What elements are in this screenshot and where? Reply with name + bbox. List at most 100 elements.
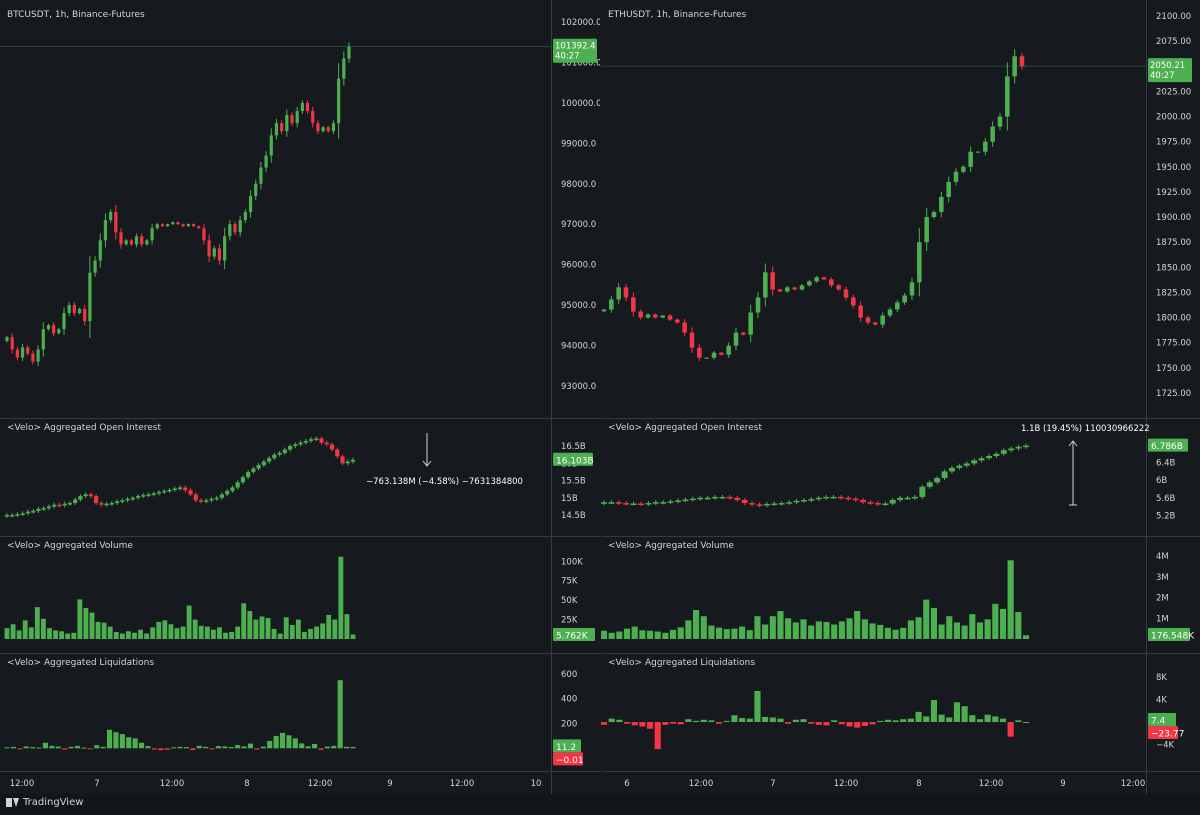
btc-volume-bar xyxy=(28,627,34,639)
btc-volume-bar xyxy=(338,556,344,639)
eth-time-tick: 6 xyxy=(624,779,629,789)
eth-volume-last-bg xyxy=(1148,628,1190,641)
btc-oi-last: 16.103B xyxy=(556,456,594,466)
btc-liq-title: <Velo> Aggregated Liquidations xyxy=(7,658,154,668)
eth-liq-bar xyxy=(907,718,914,723)
eth-candle xyxy=(689,332,695,348)
eth-volume-bar xyxy=(608,632,615,639)
btc-oi-candle xyxy=(151,493,156,495)
eth-time-tick: 8 xyxy=(916,779,921,789)
btc-volume-bar xyxy=(332,619,338,639)
btc-candle xyxy=(238,220,242,233)
eth-candle xyxy=(785,287,790,292)
eth-liq-bar xyxy=(869,722,876,725)
btc-volume-bar xyxy=(156,621,162,639)
eth-oi-tick: 6.4B xyxy=(1156,459,1176,469)
eth-oi-candle xyxy=(697,497,704,500)
eth-liq-bar xyxy=(854,722,861,728)
btc-oi-candle xyxy=(287,446,293,450)
eth-chart[interactable]: ETHUSDT, 1h, Binance-Futures 2100.00 2075.… xyxy=(601,0,1200,794)
btc-oi-candle xyxy=(156,491,162,494)
eth-volume-bar xyxy=(792,622,799,639)
eth-oi-candle xyxy=(926,482,933,487)
eth-oi-candle xyxy=(638,503,644,506)
btc-liq-bar xyxy=(292,738,298,749)
btc-price-tick: 95000.0 xyxy=(561,301,596,311)
btc-candle xyxy=(93,260,97,273)
btc-oi-candle xyxy=(188,490,193,495)
btc-volume-bar xyxy=(265,618,271,639)
eth-oi-candle xyxy=(919,486,926,497)
btc-volume-bar xyxy=(16,630,22,639)
eth-liq-tick: 4K xyxy=(1156,695,1167,705)
btc-oi-candle xyxy=(109,503,114,505)
btc-oi-candle xyxy=(99,503,104,505)
btc-time-tick: 7 xyxy=(94,779,99,789)
btc-candle xyxy=(228,224,232,237)
eth-oi-candle xyxy=(608,502,615,504)
eth-candle xyxy=(887,309,893,316)
eth-oi-candle xyxy=(874,503,881,505)
eth-liq-bar xyxy=(846,722,853,727)
btc-oi-candle xyxy=(240,477,246,483)
btc-volume-tick: 75K xyxy=(561,577,578,587)
btc-oi-candle xyxy=(251,468,256,472)
btc-oi-candle xyxy=(267,458,272,462)
btc-oi-candle xyxy=(146,494,151,496)
btc-oi-candle xyxy=(104,503,109,506)
tradingview-logo[interactable]: TradingView xyxy=(6,797,83,808)
btc-liq-bar xyxy=(132,738,138,749)
eth-liq-bar xyxy=(639,722,646,727)
btc-candle xyxy=(347,46,351,59)
btc-candle xyxy=(337,78,341,124)
btc-candle xyxy=(207,240,211,257)
btc-oi-candle xyxy=(350,459,356,462)
btc-liq-bar xyxy=(158,748,164,751)
btc-liq-last-long: 11.2 xyxy=(556,743,576,753)
btc-oi-candle xyxy=(57,504,62,507)
btc-candle xyxy=(98,240,102,261)
eth-candle xyxy=(953,171,959,182)
eth-volume-bar xyxy=(900,627,907,639)
eth-volume-bar xyxy=(777,611,784,639)
eth-volume-bar xyxy=(823,622,830,639)
eth-liq-bar xyxy=(601,722,608,725)
btc-candle xyxy=(300,102,304,112)
btc-liq-bar xyxy=(119,734,125,749)
eth-oi-candle xyxy=(667,501,674,503)
btc-liq-bar xyxy=(254,748,260,750)
eth-candle xyxy=(902,295,907,303)
btc-price-tick: 99000.0 xyxy=(561,139,596,149)
btc-liq-bar xyxy=(337,680,343,749)
btc-volume-bar xyxy=(168,624,174,639)
btc-time-tick: 9 xyxy=(387,779,392,789)
eth-oi-candle xyxy=(1015,446,1022,449)
eth-liq-bar xyxy=(800,719,807,723)
eth-liq-bar xyxy=(969,715,976,723)
eth-volume-bar xyxy=(930,607,937,639)
btc-volume-bar xyxy=(320,623,326,639)
eth-oi-measure-arrow xyxy=(1068,440,1078,447)
btc-oi-candle xyxy=(225,490,230,495)
btc-oi-candle xyxy=(88,494,93,497)
eth-candle xyxy=(946,181,951,197)
eth-oi-candle xyxy=(956,465,963,468)
eth-liq-bar xyxy=(731,715,738,723)
eth-oi-candle xyxy=(897,497,904,500)
eth-last-price: 2050.21 xyxy=(1150,61,1185,71)
eth-liq-bar xyxy=(685,719,692,723)
btc-price-tick: 98000.0 xyxy=(561,180,596,190)
btc-candle xyxy=(88,272,92,322)
btc-oi-candle xyxy=(204,500,209,502)
eth-liq-bar xyxy=(739,718,746,723)
btc-chart[interactable]: BTCUSDT, 1h, Binance-Futures102000.01010… xyxy=(0,0,600,794)
btc-candle xyxy=(46,325,51,330)
btc-candle xyxy=(316,123,320,132)
eth-liq-bar xyxy=(877,720,884,723)
btc-liq-bar xyxy=(190,748,196,751)
eth-candle xyxy=(726,345,731,355)
btc-volume-bar xyxy=(150,627,156,639)
btc-liq-bar xyxy=(344,746,350,749)
eth-liq-bar xyxy=(723,720,730,723)
btc-candle xyxy=(145,240,149,245)
